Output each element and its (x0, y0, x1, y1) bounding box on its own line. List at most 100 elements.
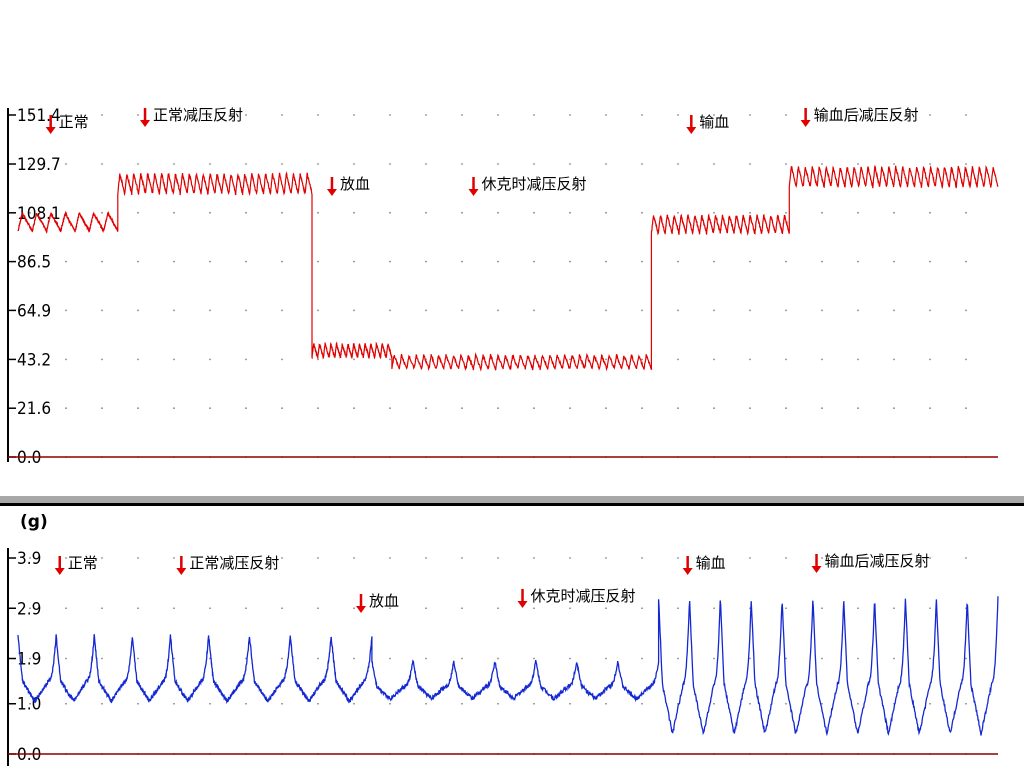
tension-grid-dot (893, 557, 895, 559)
blood-pressure-grid-dot (641, 407, 643, 410)
blood-pressure-grid-dot (317, 358, 319, 361)
blood-pressure-grid-dot (677, 260, 679, 263)
blood-pressure-grid-dot (821, 114, 823, 116)
tension-grid-dot (389, 607, 391, 610)
tension-grid-dot (173, 702, 175, 705)
blood-pressure-grid-dot (821, 260, 823, 263)
blood-pressure-grid-dot (677, 114, 679, 116)
tension-grid-dot (389, 657, 391, 660)
blood-pressure-grid-dot (929, 163, 931, 165)
tension-grid-dot (929, 702, 931, 705)
tension-grid-dot (857, 557, 859, 559)
blood-pressure-grid-dot (713, 407, 715, 410)
blood-pressure-grid-dot (785, 309, 787, 312)
marker-arrow-head (686, 127, 697, 134)
blood-pressure-event-label: 输血 (699, 113, 729, 131)
blood-pressure-grid-dot (893, 114, 895, 116)
blood-pressure-grid-dot (641, 260, 643, 263)
blood-pressure-grid-dot (857, 114, 859, 116)
blood-pressure-grid-dot (605, 358, 607, 361)
tension-grid-dot (605, 557, 607, 559)
tension-grid-dot (65, 557, 67, 559)
tension-grid-dot (641, 557, 643, 559)
blood-pressure-grid-dot (353, 163, 355, 165)
panel-separator (0, 496, 1024, 503)
blood-pressure-grid-dot (209, 309, 211, 312)
blood-pressure-grid-dot (533, 407, 535, 410)
blood-pressure-event-marker: 输血 (686, 113, 729, 134)
tension-grid-dot (965, 557, 967, 559)
tension-grid-dot (677, 557, 679, 559)
blood-pressure-grid-dot (965, 309, 967, 312)
tension-grid-dot (569, 607, 571, 610)
blood-pressure-grid-dot (965, 407, 967, 410)
blood-pressure-grid-dot (281, 114, 283, 116)
tension-grid-dot (749, 557, 751, 559)
blood-pressure-grid-dot (137, 114, 139, 116)
tension-event-label: 输血后减压反射 (825, 552, 930, 570)
blood-pressure-grid-dot (245, 358, 247, 361)
blood-pressure-grid-dot (137, 309, 139, 312)
blood-pressure-grid-dot (821, 211, 823, 214)
tension-event-marker: 输血 (682, 554, 726, 575)
blood-pressure-grid-dot (389, 358, 391, 361)
blood-pressure-grid-dot (785, 260, 787, 263)
blood-pressure-grid-dot (497, 163, 499, 165)
blood-pressure-grid-dot (281, 211, 283, 214)
blood-pressure-grid-dot (929, 260, 931, 263)
tension-trace (17, 596, 999, 737)
tension-grid-dot (533, 657, 535, 660)
blood-pressure-grid-dot (749, 211, 751, 214)
blood-pressure-grid-dot (785, 163, 787, 165)
blood-pressure-grid-dot (425, 309, 427, 312)
blood-pressure-grid-dot (605, 163, 607, 165)
tension-grid-dot (281, 657, 283, 660)
blood-pressure-grid-dot (713, 309, 715, 312)
blood-pressure-grid-dot (137, 163, 139, 165)
blood-pressure-grid-dot (533, 260, 535, 263)
blood-pressure-grid-dot (893, 211, 895, 214)
blood-pressure-grid-dot (569, 358, 571, 361)
blood-pressure-grid-dot (389, 407, 391, 410)
blood-pressure-grid-dot (461, 309, 463, 312)
marker-arrow-head (468, 189, 479, 196)
blood-pressure-grid-dot (461, 163, 463, 165)
blood-pressure-grid-dot (173, 211, 175, 214)
blood-pressure-grid-dot (353, 211, 355, 214)
blood-pressure-grid-dot (209, 114, 211, 116)
blood-pressure-grid-dot (569, 114, 571, 116)
blood-pressure-grid-dot (749, 358, 751, 361)
tension-event-label: 休克时减压反射 (531, 587, 636, 605)
blood-pressure-grid-dot (749, 260, 751, 263)
blood-pressure-grid-dot (173, 358, 175, 361)
tension-grid-dot (101, 702, 103, 705)
blood-pressure-grid-dot (821, 407, 823, 410)
blood-pressure-grid-dot (209, 358, 211, 361)
tension-grid-dot (425, 607, 427, 610)
tension-grid-dot (605, 657, 607, 660)
blood-pressure-y-tick-label: 129.7 (17, 155, 61, 175)
tension-grid-dot (461, 657, 463, 660)
blood-pressure-grid-dot (173, 309, 175, 312)
blood-pressure-grid-dot (209, 260, 211, 263)
marker-arrow-head (356, 606, 366, 613)
blood-pressure-y-tick-label: 64.9 (17, 301, 51, 321)
tension-grid-dot (353, 702, 355, 705)
blood-pressure-event-marker: 休克时减压反射 (468, 175, 587, 196)
blood-pressure-grid-dot (461, 211, 463, 214)
blood-pressure-grid-dot (749, 407, 751, 410)
blood-pressure-grid-dot (29, 211, 31, 214)
blood-pressure-grid-dot (461, 407, 463, 410)
blood-pressure-grid-dot (929, 407, 931, 410)
tension-y-ticks: 0.01.01.92.93.9 (8, 549, 41, 765)
tension-grid-dot (677, 657, 679, 660)
marker-arrow-head (682, 568, 693, 575)
blood-pressure-grid-dot (353, 407, 355, 410)
tension-grid-dot (353, 557, 355, 559)
tension-grid-dot (857, 657, 859, 660)
blood-pressure-grid-dot (893, 358, 895, 361)
tension-grid-dot (317, 657, 319, 660)
blood-pressure-grid-dot (389, 114, 391, 116)
